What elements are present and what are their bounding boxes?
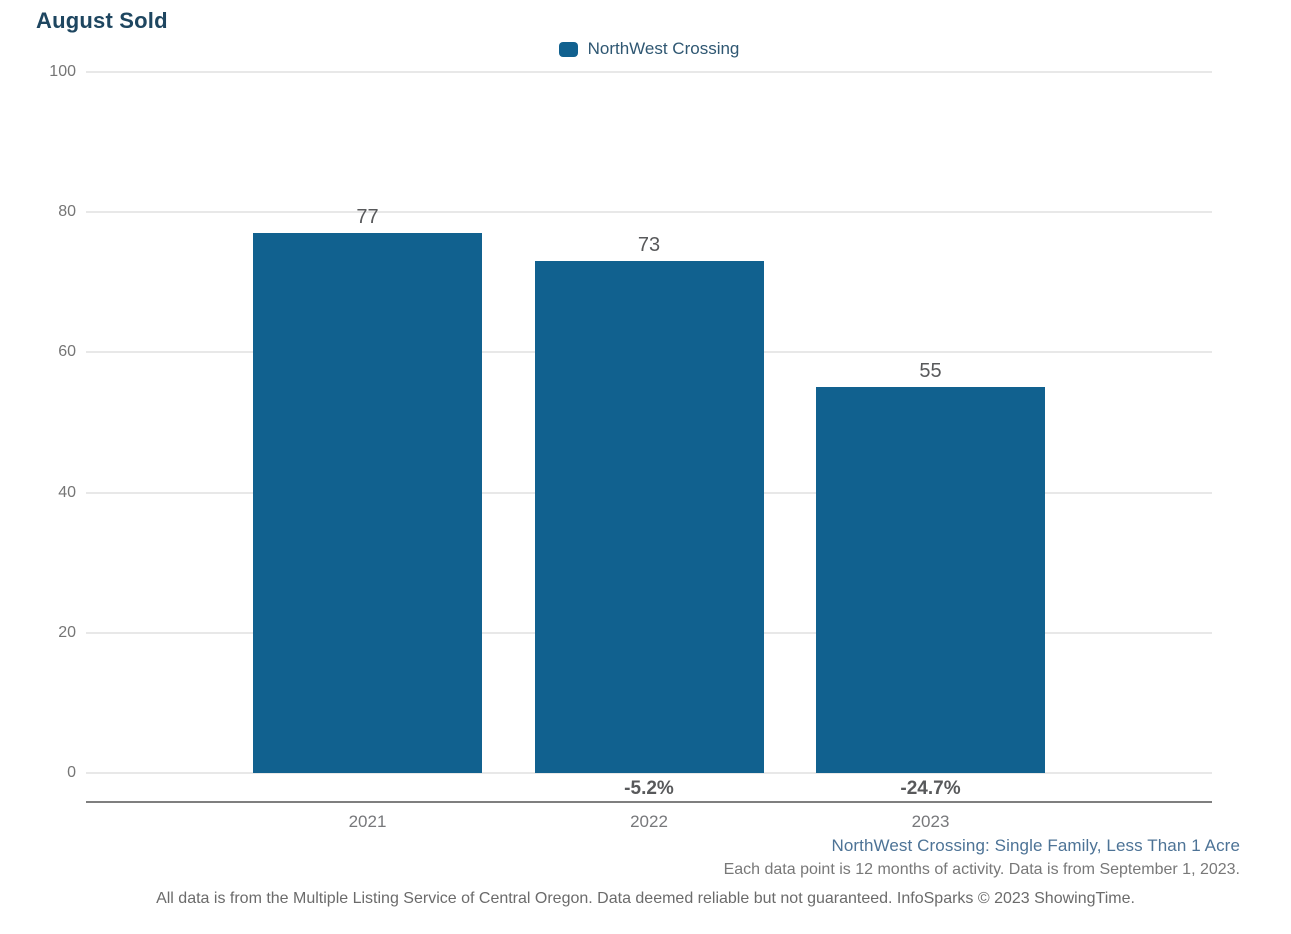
y-tick-label: 100 (49, 63, 76, 80)
grid-line (86, 772, 1212, 774)
pct-change-label: -24.7% (900, 778, 961, 799)
y-tick-label: 20 (58, 623, 76, 641)
footnote-disclaimer: All data is from the Multiple Listing Se… (156, 890, 1135, 907)
grid-line (86, 71, 1212, 73)
y-tick-label: 80 (58, 203, 76, 221)
legend: NorthWest Crossing (86, 39, 1212, 59)
bar-2021[interactable] (253, 233, 482, 773)
y-tick-label: 0 (67, 764, 76, 781)
legend-item-northwest-crossing[interactable]: NorthWest Crossing (558, 39, 740, 59)
grid-line (86, 211, 1212, 214)
chart-title: August Sold (36, 8, 168, 33)
bar-value-label: 73 (637, 234, 661, 257)
y-tick-label: 60 (58, 343, 76, 361)
bar-2023[interactable] (816, 387, 1045, 773)
x-tick-label: 2022 (630, 812, 668, 831)
bar-2022[interactable] (534, 261, 764, 773)
legend-swatch-icon (558, 41, 578, 57)
bar-value-label: 77 (356, 206, 379, 229)
x-axis-line (86, 801, 1212, 803)
x-tick-label: 2023 (911, 812, 950, 831)
footnote-data-note: Each data point is 12 months of activity… (723, 861, 1240, 878)
bar-value-label: 55 (919, 360, 942, 383)
legend-label: NorthWest Crossing (587, 39, 740, 58)
pct-change-label: -5.2% (624, 778, 674, 799)
footnote-series-description: NorthWest Crossing: Single Family, Less … (831, 836, 1240, 855)
x-tick-label: 2021 (348, 812, 387, 831)
y-tick-label: 40 (58, 483, 76, 501)
